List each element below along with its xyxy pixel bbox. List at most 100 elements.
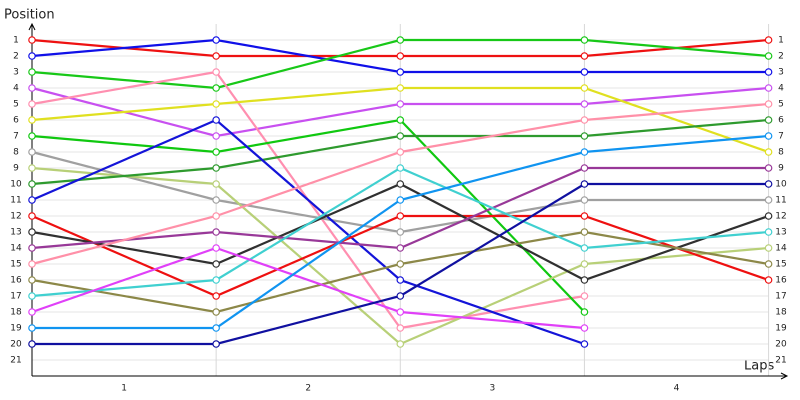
y-tick-label: 11 (10, 196, 21, 206)
point (212, 180, 220, 188)
point (580, 164, 589, 172)
point (212, 212, 220, 220)
point (212, 164, 220, 172)
point (212, 148, 220, 156)
point (28, 52, 36, 60)
point (396, 196, 405, 204)
y-tick-label-right: 7 (778, 132, 784, 142)
y-tick-label-right: 18 (775, 308, 787, 318)
y-tick-label-right: 19 (775, 324, 787, 334)
point (28, 180, 36, 188)
y-tick-label: 2 (13, 52, 19, 62)
point (212, 276, 220, 284)
point (212, 308, 220, 316)
point (212, 116, 220, 124)
point (28, 68, 36, 76)
point (580, 68, 589, 76)
point (764, 36, 773, 44)
y-tick-label-right: 3 (778, 68, 784, 78)
point (764, 196, 773, 204)
y-tick-label-right: 8 (778, 148, 784, 158)
point (28, 164, 36, 172)
y-tick-label: 12 (10, 212, 21, 222)
y-tick-label: 14 (10, 244, 22, 254)
y-tick-label-right: 16 (775, 276, 787, 286)
y-tick-label: 18 (10, 308, 22, 318)
point (580, 260, 589, 268)
y-axis-arrow (28, 22, 36, 31)
y-tick-label-right: 1 (778, 36, 784, 46)
point (580, 340, 589, 348)
point (212, 244, 220, 252)
point (764, 260, 773, 268)
point (764, 132, 773, 140)
point (580, 324, 589, 332)
y-tick-label: 20 (10, 340, 22, 350)
point (396, 100, 405, 108)
y-tick-label-right: 13 (775, 228, 786, 238)
point (212, 52, 220, 60)
point (764, 52, 773, 60)
y-tick-label-right: 10 (775, 180, 787, 190)
point (580, 308, 589, 316)
point (396, 308, 405, 316)
y-axis-label: Position (4, 8, 55, 23)
point (580, 36, 589, 44)
point (28, 276, 36, 284)
point (28, 132, 36, 140)
point (580, 244, 589, 252)
point (580, 84, 589, 92)
point (764, 180, 773, 188)
point (28, 324, 36, 332)
point (28, 100, 36, 108)
point (212, 84, 220, 92)
point (396, 340, 405, 348)
y-tick-label-right: 9 (778, 164, 784, 174)
x-tick-label: 4 (674, 384, 680, 394)
y-tick-label: 6 (13, 116, 19, 126)
point (396, 148, 405, 156)
point (212, 292, 220, 300)
point (396, 52, 405, 60)
point (28, 212, 36, 220)
point (396, 324, 405, 332)
y-tick-label-right: 4 (778, 84, 784, 94)
point (580, 116, 589, 124)
y-tick-label: 9 (13, 164, 19, 174)
point (212, 260, 220, 268)
point (396, 292, 405, 300)
point (764, 276, 773, 284)
x-tick-label: 3 (489, 384, 495, 394)
point (396, 164, 405, 172)
point (396, 212, 405, 220)
y-tick-label-right: 21 (775, 356, 786, 366)
point (28, 228, 36, 236)
point (764, 68, 773, 76)
point (580, 180, 589, 188)
y-tick-label: 7 (13, 132, 19, 142)
y-tick-label-right: 17 (775, 292, 786, 302)
y-tick-label-right: 5 (778, 100, 784, 110)
point (212, 340, 220, 348)
y-tick-label: 13 (10, 228, 21, 238)
y-tick-label-right: 11 (775, 196, 786, 206)
y-tick-label-right: 6 (778, 116, 784, 126)
point (28, 84, 36, 92)
point (764, 164, 773, 172)
point (764, 212, 773, 220)
point (28, 196, 36, 204)
series-line (31, 246, 585, 330)
point (580, 132, 589, 140)
point (396, 180, 405, 188)
y-tick-label: 16 (10, 276, 22, 286)
point (396, 68, 405, 76)
point (764, 100, 773, 108)
point (28, 340, 36, 348)
point (580, 292, 589, 300)
point (396, 84, 405, 92)
x-axis-label: Laps (744, 359, 774, 374)
point (764, 84, 773, 92)
point (580, 196, 589, 204)
point (28, 116, 36, 124)
